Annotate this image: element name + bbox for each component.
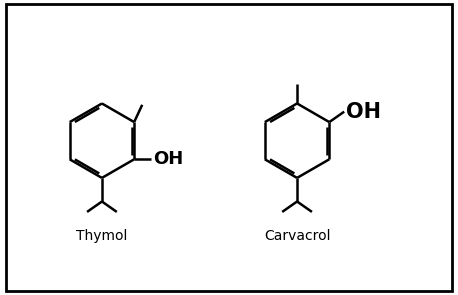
Text: OH: OH [346,102,381,122]
Text: Thymol: Thymol [76,229,128,243]
Text: Carvacrol: Carvacrol [264,229,330,243]
Text: OH: OH [153,150,184,168]
FancyBboxPatch shape [5,4,453,291]
